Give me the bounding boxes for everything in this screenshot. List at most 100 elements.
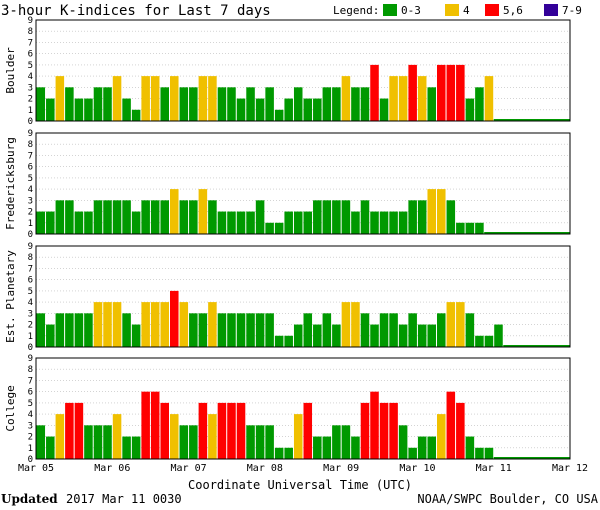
k-index-bar <box>313 324 322 347</box>
k-index-bar <box>437 414 446 459</box>
k-index-bar <box>36 211 46 234</box>
no-data-baseline <box>484 232 570 234</box>
k-index-bar <box>332 324 341 347</box>
source-credit: NOAA/SWPC Boulder, CO USA <box>417 492 598 506</box>
k-index-bar <box>417 324 427 347</box>
k-index-bar <box>103 200 112 234</box>
panel-frame <box>35 132 571 235</box>
k-index-bar <box>332 425 341 459</box>
k-index-bar <box>284 211 293 234</box>
k-index-bar <box>236 313 246 347</box>
y-tick-label: 0 <box>28 455 33 465</box>
updated-value: 2017 Mar 11 0030 <box>66 492 182 506</box>
k-index-bar <box>370 391 379 459</box>
k-index-bar <box>322 436 332 459</box>
k-index-bar <box>351 302 360 347</box>
y-tick-label: 3 <box>28 421 33 431</box>
k-index-bar <box>160 402 169 459</box>
k-index-bar <box>408 447 417 459</box>
k-index-bar <box>217 87 227 121</box>
k-index-bar <box>112 200 122 234</box>
k-index-bar <box>379 211 389 234</box>
y-tick-label: 7 <box>28 38 33 48</box>
k-index-bar <box>150 391 160 459</box>
y-tick-label: 9 <box>28 16 33 26</box>
k-index-bar <box>65 402 74 459</box>
y-tick-label: 6 <box>28 276 33 286</box>
y-tick-label: 4 <box>28 72 33 82</box>
y-tick-label: 0 <box>28 117 33 127</box>
k-index-bar <box>456 222 465 234</box>
y-tick-label: 9 <box>28 242 33 252</box>
k-index-bar <box>284 98 293 121</box>
y-tick-label: 6 <box>28 50 33 60</box>
legend-swatch <box>544 4 558 16</box>
k-index-bar <box>189 313 198 347</box>
k-index-bar <box>293 414 303 459</box>
k-index-bar <box>303 98 313 121</box>
k-index-bar <box>465 98 475 121</box>
k-index-bar <box>360 313 370 347</box>
k-index-bar <box>370 211 379 234</box>
x-axis-ticks: Mar 05 Mar 06 Mar 07 Mar 08 Mar 09 Mar 10 Mar … <box>18 463 588 474</box>
k-index-bar <box>112 302 122 347</box>
k-index-bar <box>227 402 236 459</box>
k-index-bar <box>46 211 55 234</box>
y-tick-label: 1 <box>28 219 33 229</box>
y-tick-label: 9 <box>28 129 33 139</box>
k-index-bar <box>379 402 389 459</box>
k-index-bar <box>341 200 351 234</box>
k-index-bar <box>255 98 265 121</box>
k-index-bar <box>370 64 379 121</box>
k-index-bar <box>265 222 274 234</box>
k-index-bar <box>122 313 131 347</box>
k-index-bar <box>208 200 217 234</box>
k-index-bar <box>198 313 208 347</box>
k-index-bar <box>246 87 255 121</box>
y-tick-label: 5 <box>28 399 33 409</box>
k-index-bar <box>255 425 265 459</box>
k-index-bar <box>208 76 217 121</box>
k-index-bar <box>246 211 255 234</box>
station-label: Fredericksburg <box>4 137 17 230</box>
k-index-bar <box>36 87 46 121</box>
k-index-bar <box>170 76 179 121</box>
k-index-bar <box>103 302 112 347</box>
k-index-bar <box>208 302 217 347</box>
y-tick-label: 7 <box>28 264 33 274</box>
k-index-bar <box>198 189 208 234</box>
k-index-bar <box>208 414 217 459</box>
k-index-bar <box>103 425 112 459</box>
k-index-bar <box>274 109 284 121</box>
k-index-bar <box>456 64 465 121</box>
panels: 0123456789Boulder0123456789Fredericksbur… <box>4 16 571 465</box>
k-index-bar <box>313 98 322 121</box>
y-tick-label: 9 <box>28 354 33 364</box>
k-index-bar <box>446 200 456 234</box>
k-index-bar <box>408 200 417 234</box>
x-axis-label: Coordinate Universal Time (UTC) <box>188 478 412 492</box>
k-index-bar <box>236 98 246 121</box>
k-index-bar <box>131 436 141 459</box>
k-index-bar <box>255 313 265 347</box>
k-index-bar <box>103 87 112 121</box>
k-index-bar <box>293 211 303 234</box>
k-index-bar <box>437 313 446 347</box>
k-index-bar <box>484 76 494 121</box>
y-tick-label: 4 <box>28 298 33 308</box>
k-index-bar <box>65 87 74 121</box>
k-index-bar <box>170 290 179 347</box>
k-index-bar <box>122 98 131 121</box>
k-index-bar <box>389 402 398 459</box>
y-tick-label: 5 <box>28 174 33 184</box>
no-data-baseline <box>493 119 570 121</box>
k-index-bar <box>427 436 436 459</box>
k-index-bar <box>74 98 84 121</box>
legend-item-label: 5,6 <box>503 4 523 17</box>
k-index-bar <box>417 76 427 121</box>
k-index-bar <box>150 76 160 121</box>
k-index-bar <box>322 313 332 347</box>
k-index-bar <box>265 313 274 347</box>
